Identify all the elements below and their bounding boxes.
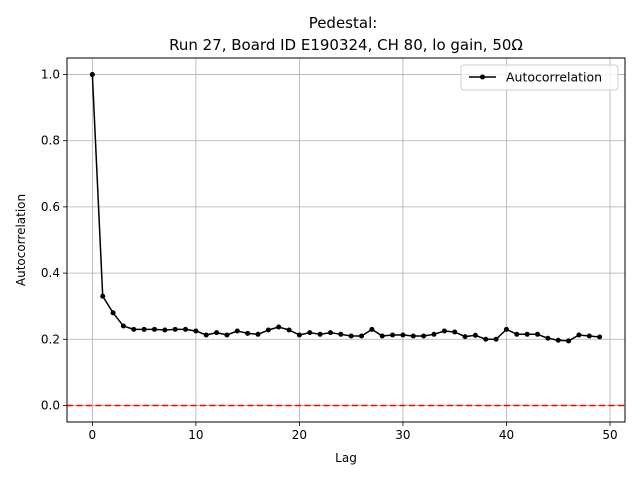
- data-point: [203, 332, 209, 338]
- data-point: [514, 331, 520, 337]
- data-point: [431, 331, 437, 337]
- legend-box: [460, 64, 619, 91]
- legend-label-autocorrelation: Autocorrelation: [506, 70, 602, 85]
- data-point: [193, 328, 199, 334]
- data-point: [503, 326, 509, 332]
- data-point: [172, 326, 178, 332]
- data-point: [535, 331, 541, 337]
- data-point: [421, 333, 427, 339]
- data-point: [100, 293, 106, 299]
- x-tick-label: 40: [499, 428, 514, 442]
- series-layer: [89, 72, 603, 344]
- data-point: [307, 330, 313, 336]
- data-point: [545, 335, 551, 341]
- data-point: [327, 330, 333, 336]
- y-tick-label: 0.2: [41, 332, 60, 346]
- data-point: [566, 338, 572, 344]
- y-tick-label: 0.6: [41, 200, 60, 214]
- data-point: [400, 332, 406, 338]
- chart-title-line-2: Run 27, Board ID E190324, CH 80, lo gain…: [169, 36, 523, 54]
- y-axis-label: Autocorrelation: [14, 194, 28, 286]
- data-point: [379, 333, 385, 339]
- legend-marker-swatch: [480, 74, 485, 80]
- data-point: [276, 324, 282, 330]
- data-point: [89, 72, 95, 78]
- data-point: [576, 332, 582, 338]
- data-point: [317, 331, 323, 337]
- data-point: [151, 326, 157, 332]
- data-point: [338, 331, 344, 337]
- data-point: [183, 326, 189, 332]
- data-point: [524, 331, 530, 337]
- data-point: [452, 329, 458, 335]
- y-axis-ticks: 0.0 0.2 0.4 0.6 0.8 1.0: [41, 68, 67, 412]
- data-point: [234, 328, 240, 334]
- y-tick-label: 0.4: [41, 266, 60, 280]
- data-point: [483, 336, 489, 342]
- legend: Autocorrelation: [460, 64, 619, 91]
- data-point: [359, 333, 365, 339]
- data-point: [441, 328, 447, 334]
- y-tick-label: 0.0: [41, 398, 60, 412]
- data-point: [286, 327, 292, 333]
- data-point: [410, 333, 416, 339]
- plot-frame: [66, 57, 626, 423]
- y-tick-label: 1.0: [41, 68, 60, 82]
- data-point: [348, 333, 354, 339]
- x-axis-label: Lag: [335, 451, 357, 465]
- y-tick-label: 0.8: [41, 134, 60, 148]
- plot-area: [67, 58, 625, 422]
- data-point: [472, 332, 478, 338]
- x-tick-label: 10: [188, 428, 203, 442]
- x-tick-label: 50: [602, 428, 617, 442]
- grid: [67, 58, 625, 422]
- data-point: [555, 337, 561, 343]
- data-point: [214, 330, 220, 336]
- data-point: [296, 332, 302, 338]
- data-point: [597, 334, 603, 340]
- data-point: [493, 336, 499, 342]
- data-point: [141, 326, 147, 332]
- data-point: [390, 332, 396, 338]
- data-point: [110, 310, 116, 316]
- data-point: [245, 330, 251, 336]
- data-point: [162, 327, 168, 333]
- data-point: [462, 334, 468, 340]
- data-point: [265, 327, 271, 333]
- data-point: [131, 326, 137, 332]
- data-point: [255, 331, 261, 337]
- x-axis-ticks: 0 10 20 30 40 50: [89, 422, 618, 442]
- x-tick-label: 30: [395, 428, 410, 442]
- data-point: [586, 333, 592, 339]
- data-point: [224, 332, 230, 338]
- data-point: [120, 323, 126, 329]
- chart-title-line-1: Pedestal:: [309, 14, 378, 32]
- x-tick-label: 20: [292, 428, 307, 442]
- data-point: [369, 326, 375, 332]
- x-tick-label: 0: [89, 428, 97, 442]
